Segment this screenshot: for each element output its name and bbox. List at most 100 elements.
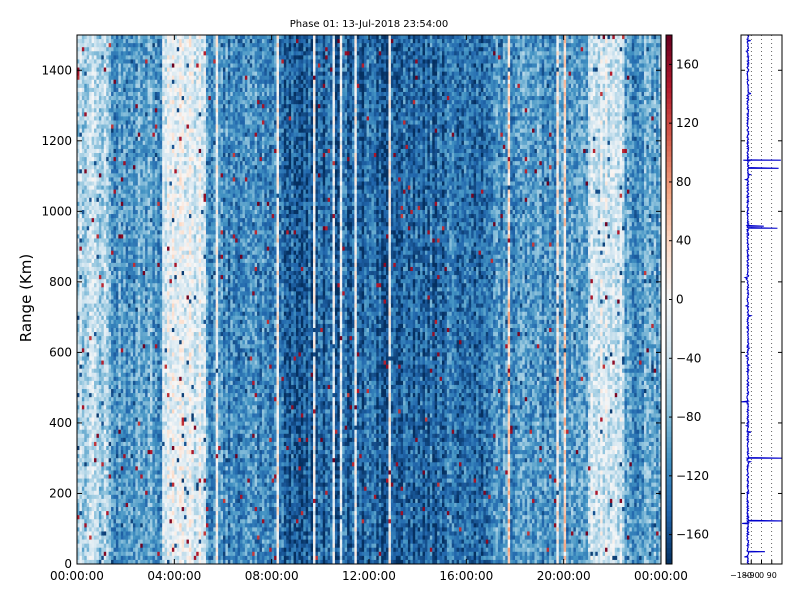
heatmap-cell — [152, 483, 155, 487]
heatmap-cell — [79, 80, 82, 84]
heatmap-cell — [165, 145, 168, 149]
heatmap-cell — [167, 194, 170, 198]
heatmap-cell — [128, 312, 131, 316]
heatmap-cell — [84, 389, 87, 393]
heatmap-cell — [99, 491, 102, 495]
heatmap-cell — [152, 332, 155, 336]
heatmap-cell — [162, 88, 165, 92]
heatmap-cell — [123, 129, 126, 133]
heatmap-cell — [87, 511, 90, 515]
heatmap-cell — [157, 271, 160, 275]
heatmap-cell — [109, 544, 112, 548]
heatmap-cell — [94, 63, 97, 67]
heatmap-cell — [145, 454, 148, 458]
heatmap-cell — [101, 218, 104, 222]
heatmap-cell — [104, 267, 107, 271]
heatmap-cell — [99, 108, 102, 112]
heatmap-cell — [126, 312, 129, 316]
heatmap-cell — [148, 556, 151, 560]
heatmap-cell — [82, 202, 85, 206]
heatmap-cell — [92, 389, 95, 393]
heatmap-cell — [82, 336, 85, 340]
heatmap-cell — [96, 320, 99, 324]
heatmap-cell — [133, 466, 136, 470]
heatmap-cell — [155, 389, 158, 393]
heatmap-cell — [99, 499, 102, 503]
heatmap-cell — [116, 332, 119, 336]
heatmap-cell — [126, 348, 129, 352]
heatmap-cell — [79, 76, 82, 80]
heatmap-cell — [148, 499, 151, 503]
heatmap-cell — [143, 108, 146, 112]
heatmap-cell — [145, 462, 148, 466]
heatmap-cell — [148, 356, 151, 360]
heatmap-cell — [150, 39, 153, 43]
heatmap-cell — [140, 226, 143, 230]
heatmap-cell — [84, 454, 87, 458]
heatmap-cell — [145, 186, 148, 190]
heatmap-cell — [94, 438, 97, 442]
heatmap-cell — [111, 409, 114, 413]
heatmap-cell — [138, 112, 141, 116]
heatmap-cell — [109, 63, 112, 67]
heatmap-cell — [87, 226, 90, 230]
heatmap-cell — [140, 234, 143, 238]
heatmap-cell — [150, 84, 153, 88]
heatmap-cell — [165, 479, 168, 483]
heatmap-cell — [104, 133, 107, 137]
heatmap-cell — [96, 365, 99, 369]
heatmap-cell — [128, 194, 131, 198]
heatmap-cell — [104, 141, 107, 145]
heatmap-cell — [79, 361, 82, 365]
heatmap-cell — [165, 426, 168, 430]
heatmap-cell — [162, 389, 165, 393]
heatmap-cell — [167, 59, 170, 63]
heatmap-cell — [165, 397, 168, 401]
heatmap-cell — [104, 328, 107, 332]
heatmap-cell — [131, 540, 134, 544]
heatmap-cell — [162, 352, 165, 356]
heatmap-cell — [143, 531, 146, 535]
heatmap-cell — [152, 287, 155, 291]
heatmap-cell — [123, 308, 126, 312]
heatmap-cell — [96, 247, 99, 251]
heatmap-cell — [150, 365, 153, 369]
heatmap-cell — [116, 324, 119, 328]
heatmap-cell — [87, 348, 90, 352]
heatmap-cell — [101, 145, 104, 149]
heatmap-cell — [116, 287, 119, 291]
heatmap-cell — [89, 312, 92, 316]
heatmap-cell — [101, 165, 104, 169]
heatmap-cell — [143, 426, 146, 430]
heatmap-cell — [131, 515, 134, 519]
heatmap-cell — [150, 222, 153, 226]
heatmap-cell — [148, 222, 151, 226]
heatmap-cell — [89, 247, 92, 251]
heatmap-cell — [140, 161, 143, 165]
heatmap-cell — [152, 96, 155, 100]
heatmap-cell — [138, 283, 141, 287]
heatmap-cell — [128, 198, 131, 202]
heatmap-cell — [79, 267, 82, 271]
heatmap-cell — [111, 222, 114, 226]
heatmap-cell — [79, 332, 82, 336]
heatmap-cell — [160, 47, 163, 51]
heatmap-cell — [140, 295, 143, 299]
heatmap-cell — [165, 133, 168, 137]
heatmap-cell — [111, 161, 114, 165]
heatmap-cell — [101, 556, 104, 560]
heatmap-cell — [99, 279, 102, 283]
heatmap-cell — [148, 332, 151, 336]
heatmap-cell — [123, 483, 126, 487]
heatmap-cell — [138, 328, 141, 332]
heatmap-cell — [143, 222, 146, 226]
heatmap-cell — [128, 39, 131, 43]
heatmap-cell — [138, 300, 141, 304]
heatmap-cell — [126, 361, 129, 365]
heatmap-cell — [89, 556, 92, 560]
heatmap-cell — [133, 141, 136, 145]
heatmap-cell — [152, 153, 155, 157]
heatmap-cell — [150, 434, 153, 438]
heatmap-cell — [160, 470, 163, 474]
heatmap-cell — [109, 365, 112, 369]
